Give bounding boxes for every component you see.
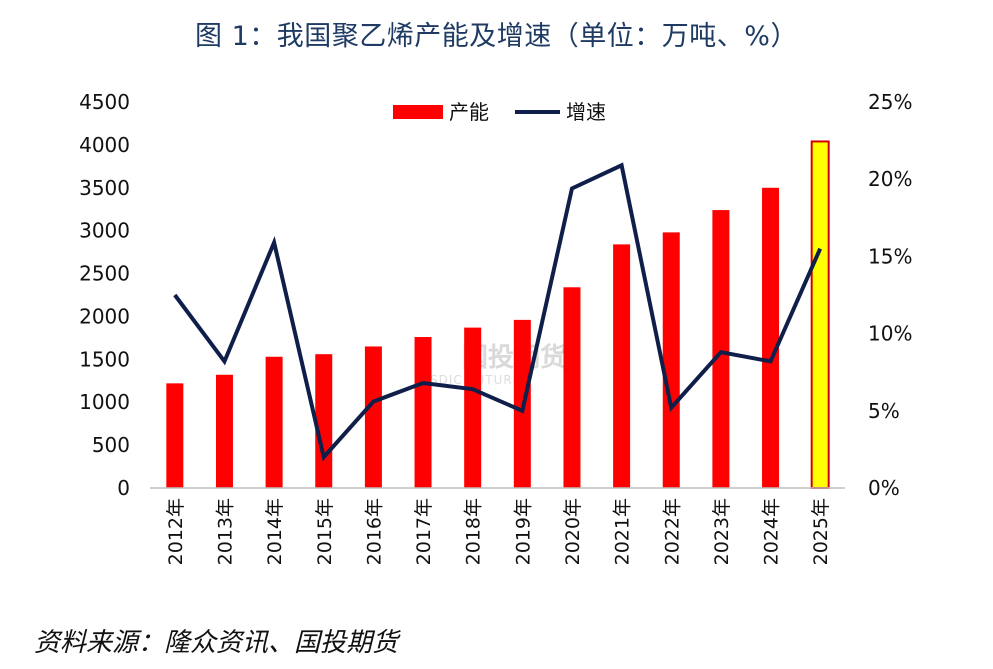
x-tick-label: 2014年 — [264, 498, 286, 565]
y-right-tick-label: 20% — [868, 167, 912, 191]
x-tick-label: 2021年 — [612, 498, 634, 565]
x-tick-label: 2015年 — [314, 498, 336, 565]
y-right-tick-label: 5% — [868, 399, 900, 423]
y-right-tick-label: 15% — [868, 244, 912, 268]
y-right-tick-label: 0% — [868, 476, 900, 500]
watermark: 国投期货SDIC FUTURES — [430, 342, 566, 387]
bar — [414, 337, 432, 488]
x-tick-label: 2013年 — [214, 498, 236, 565]
bar-highlighted — [810, 140, 830, 490]
x-tick-label: 2020年 — [562, 498, 584, 565]
x-tick-label: 2016年 — [363, 498, 385, 565]
bar-series — [166, 140, 830, 490]
legend-bar-swatch — [393, 105, 443, 119]
y-right-axis: 0% 5% 10% 15% 20% 25% — [868, 90, 912, 500]
bar — [613, 244, 631, 488]
y-left-axis: 0 500 1000 1500 2000 2500 3000 3500 4000 4500 — [79, 90, 130, 500]
y-left-tick-label: 1000 — [79, 390, 130, 414]
y-left-tick-label: 2500 — [79, 262, 130, 286]
bar — [166, 383, 184, 488]
x-tick-label: 2022年 — [661, 498, 683, 565]
bar — [712, 210, 730, 488]
legend-line-label: 增速 — [566, 100, 606, 124]
x-tick-label: 2018年 — [463, 498, 485, 565]
legend: 产能 增速 — [393, 100, 606, 124]
bar — [364, 346, 382, 488]
bar — [464, 327, 482, 488]
x-tick-label: 2023年 — [711, 498, 733, 565]
bar — [265, 356, 283, 488]
legend-bar-label: 产能 — [449, 100, 489, 124]
x-tick-label: 2017年 — [413, 498, 435, 565]
y-left-tick-label: 3500 — [79, 176, 130, 200]
y-left-tick-label: 2000 — [79, 304, 130, 328]
y-left-tick-label: 4000 — [79, 133, 130, 157]
bar — [315, 354, 333, 488]
bar — [762, 187, 780, 488]
chart-title: 图 1：我国聚乙烯产能及增速（单位：万吨、%） — [195, 21, 798, 52]
y-left-tick-label: 4500 — [79, 90, 130, 114]
bar — [563, 287, 581, 488]
y-left-tick-label: 0 — [117, 476, 130, 500]
x-axis: 2012年 2013年 2014年 2015年 2016年 2017年 2018年 2019年… — [165, 498, 832, 565]
line-series — [173, 162, 823, 462]
y-right-tick-label: 25% — [868, 90, 912, 114]
x-tick-label: 2025年 — [810, 498, 832, 565]
x-tick-label: 2024年 — [761, 498, 783, 565]
y-left-tick-label: 3000 — [79, 219, 130, 243]
bar — [215, 374, 233, 488]
y-left-tick-label: 500 — [92, 433, 130, 457]
bar — [662, 232, 680, 488]
y-left-tick-label: 1500 — [79, 347, 130, 371]
y-right-tick-label: 10% — [868, 322, 912, 346]
x-tick-label: 2019年 — [512, 498, 534, 565]
growth-line — [173, 162, 823, 462]
x-tick-label: 2012年 — [165, 498, 187, 565]
source-note: 资料来源：隆众资讯、国投期货 — [34, 628, 399, 658]
